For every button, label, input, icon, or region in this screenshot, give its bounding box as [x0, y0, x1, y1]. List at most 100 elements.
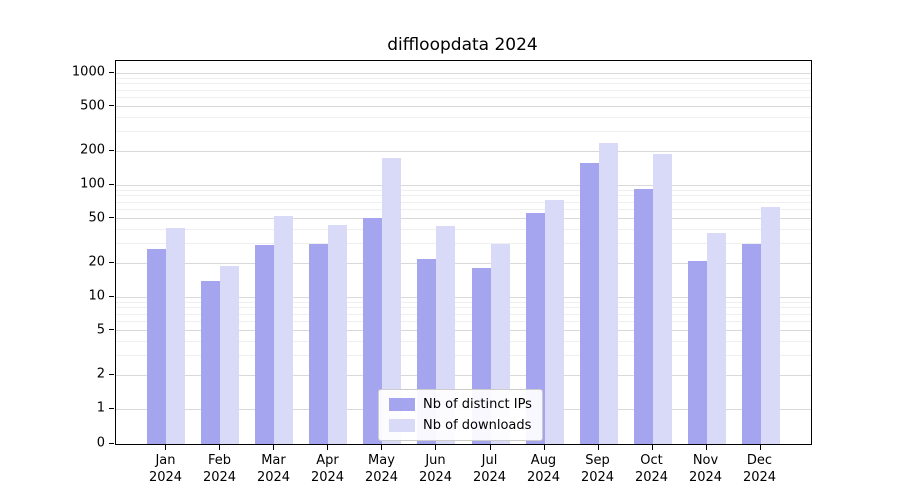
y-tick-label-2: 2 — [96, 366, 105, 382]
legend-item-distinct-ips: Nb of distinct IPs — [389, 397, 532, 412]
bar-downloads-may — [382, 157, 402, 444]
x-tick-oct — [651, 445, 653, 450]
bar-downloads-feb — [220, 265, 240, 444]
x-tick-year: 2024 — [256, 470, 291, 485]
bar-distinct-ips-aug — [525, 213, 545, 444]
x-tick-jan — [165, 445, 167, 450]
gridline-20 — [116, 262, 811, 264]
x-tick-month: Dec — [746, 453, 773, 468]
x-tick-nov — [705, 445, 707, 450]
x-tick-label-oct: Oct 2024 — [616, 452, 688, 486]
gridline-minor-8 — [116, 307, 811, 309]
gridline-minor-600 — [116, 97, 811, 99]
gridline-1000 — [116, 72, 811, 74]
bar-downloads-mar — [274, 215, 294, 444]
x-tick-month: May — [368, 453, 395, 468]
y-tick-label-10: 10 — [88, 288, 105, 304]
x-tick-sep — [597, 445, 599, 450]
plot-area — [115, 60, 812, 445]
x-tick-label-sep: Sep 2024 — [562, 452, 634, 486]
gridline-minor-300 — [116, 131, 811, 133]
gridline-100 — [116, 184, 811, 186]
y-tick-10 — [109, 295, 114, 297]
y-tick-20 — [109, 261, 114, 263]
gridline-minor-700 — [116, 89, 811, 91]
x-tick-year: 2024 — [364, 470, 399, 485]
x-tick-month: Mar — [261, 453, 286, 468]
x-tick-month: Jan — [155, 453, 176, 468]
x-tick-month: Aug — [530, 453, 557, 468]
gridline-minor-60 — [116, 209, 811, 211]
chart-title: diffloopdata 2024 — [387, 35, 538, 55]
x-tick-month: Jun — [425, 453, 446, 468]
gridline-500 — [116, 106, 811, 108]
x-tick-month: Nov — [692, 453, 719, 468]
x-tick-label-apr: Apr 2024 — [291, 452, 363, 486]
y-tick-label-1000: 1000 — [71, 64, 105, 80]
x-tick-jun — [435, 445, 437, 450]
y-tick-2 — [109, 373, 114, 375]
bar-distinct-ips-sep — [579, 162, 599, 444]
x-tick-label-may: May 2024 — [345, 452, 417, 486]
gridline-minor-4 — [116, 341, 811, 343]
bar-downloads-nov — [706, 233, 726, 444]
gridline-minor-3 — [116, 355, 811, 357]
x-tick-label-jan: Jan 2024 — [129, 452, 201, 486]
y-tick-label-5: 5 — [96, 322, 105, 338]
x-tick-label-nov: Nov 2024 — [670, 452, 742, 486]
gridline-minor-30 — [116, 243, 811, 245]
gridline-minor-900 — [116, 77, 811, 79]
gridline-minor-80 — [116, 195, 811, 197]
gridline-minor-90 — [116, 189, 811, 191]
gridline-minor-6 — [116, 321, 811, 323]
x-tick-year: 2024 — [688, 470, 723, 485]
x-tick-aug — [543, 445, 545, 450]
legend-item-downloads: Nb of downloads — [389, 418, 532, 433]
y-tick-label-200: 200 — [80, 142, 105, 158]
x-tick-month: Sep — [585, 453, 610, 468]
x-tick-apr — [327, 445, 329, 450]
gridline-minor-400 — [116, 117, 811, 119]
y-tick-500 — [109, 105, 114, 107]
y-tick-label-0: 0 — [96, 435, 105, 451]
x-tick-may — [381, 445, 383, 450]
gridline-minor-40 — [116, 229, 811, 231]
x-tick-year: 2024 — [310, 470, 345, 485]
legend-swatch-icon — [389, 419, 415, 432]
x-tick-month: Jul — [481, 453, 498, 468]
bar-downloads-aug — [544, 200, 564, 444]
legend-label: Nb of downloads — [423, 418, 532, 433]
y-tick-label-100: 100 — [80, 176, 105, 192]
bar-distinct-ips-feb — [201, 280, 221, 444]
y-tick-200 — [109, 149, 114, 151]
x-tick-year: 2024 — [742, 470, 777, 485]
legend-label: Nb of distinct IPs — [423, 397, 532, 412]
bar-distinct-ips-apr — [309, 243, 329, 444]
x-tick-year: 2024 — [202, 470, 237, 485]
gridline-5 — [116, 330, 811, 332]
gridline-minor-9 — [116, 301, 811, 303]
x-tick-mar — [273, 445, 275, 450]
x-tick-label-mar: Mar 2024 — [237, 452, 309, 486]
gridline-50 — [116, 218, 811, 220]
x-tick-year: 2024 — [526, 470, 561, 485]
x-tick-month: Feb — [207, 453, 231, 468]
x-tick-label-feb: Feb 2024 — [183, 452, 255, 486]
gridline-200 — [116, 150, 811, 152]
gridline-minor-70 — [116, 201, 811, 203]
gridline-2 — [116, 374, 811, 376]
gridline-10 — [116, 296, 811, 298]
y-tick-1 — [109, 407, 114, 409]
y-tick-50 — [109, 217, 114, 219]
x-tick-label-dec: Dec 2024 — [724, 452, 796, 486]
bar-downloads-apr — [328, 224, 348, 444]
x-tick-feb — [219, 445, 221, 450]
bar-distinct-ips-nov — [687, 260, 707, 444]
bar-distinct-ips-may — [363, 217, 383, 444]
x-tick-year: 2024 — [634, 470, 669, 485]
y-tick-100 — [109, 183, 114, 185]
x-tick-year: 2024 — [148, 470, 183, 485]
bar-downloads-oct — [652, 154, 672, 444]
x-tick-year: 2024 — [472, 470, 507, 485]
bar-distinct-ips-oct — [633, 188, 653, 444]
